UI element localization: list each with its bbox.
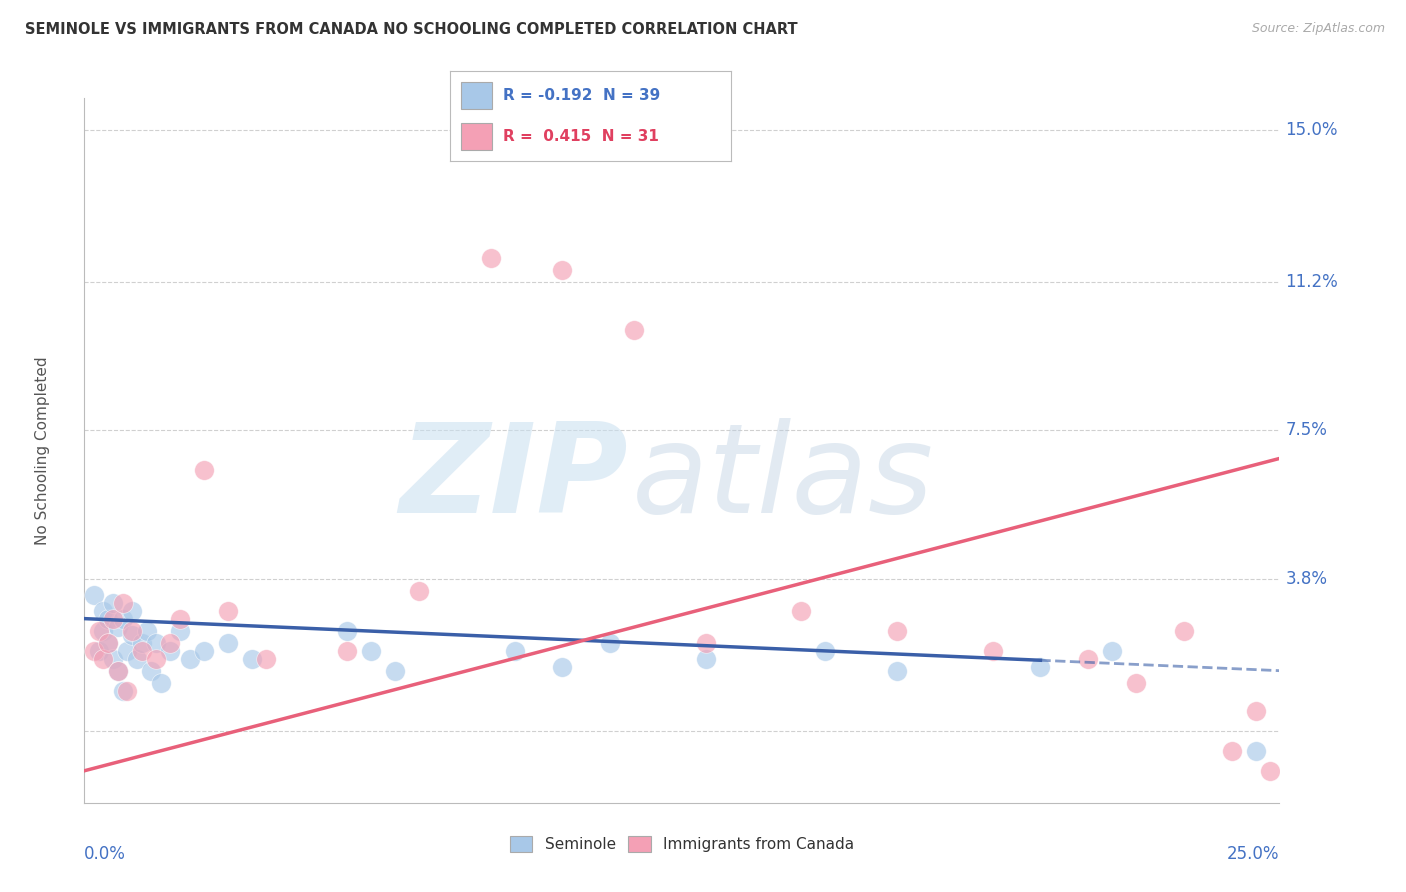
Point	[111, 612, 134, 626]
Point	[101, 612, 124, 626]
Point	[1244, 704, 1267, 718]
Text: 25.0%: 25.0%	[1227, 845, 1279, 863]
Point	[479, 252, 502, 266]
Point	[886, 624, 908, 638]
Point	[336, 643, 359, 657]
Text: R = -0.192  N = 39: R = -0.192 N = 39	[503, 88, 661, 103]
Point	[360, 643, 382, 657]
Point	[145, 651, 167, 665]
Point	[886, 664, 908, 678]
Point	[159, 635, 181, 649]
Text: atlas: atlas	[631, 418, 934, 539]
Point	[193, 643, 215, 657]
Point	[93, 604, 115, 618]
Point	[240, 651, 263, 665]
Text: R =  0.415  N = 31: R = 0.415 N = 31	[503, 129, 659, 144]
Text: SEMINOLE VS IMMIGRANTS FROM CANADA NO SCHOOLING COMPLETED CORRELATION CHART: SEMINOLE VS IMMIGRANTS FROM CANADA NO SC…	[25, 22, 799, 37]
Point	[623, 323, 645, 337]
Point	[1077, 651, 1099, 665]
Point	[217, 604, 239, 618]
Point	[503, 643, 526, 657]
Point	[981, 643, 1004, 657]
Point	[83, 643, 105, 657]
Point	[141, 664, 163, 678]
Text: 7.5%: 7.5%	[1285, 421, 1327, 440]
Point	[145, 635, 167, 649]
Bar	[461, 82, 492, 109]
Point	[101, 596, 124, 610]
Point	[97, 635, 120, 649]
Point	[101, 651, 124, 665]
Point	[1173, 624, 1195, 638]
Point	[97, 612, 120, 626]
Point	[254, 651, 277, 665]
Point	[117, 683, 139, 698]
Text: 15.0%: 15.0%	[1285, 121, 1339, 139]
Point	[1125, 675, 1147, 690]
Point	[1220, 744, 1243, 758]
Point	[551, 263, 574, 277]
Point	[121, 624, 143, 638]
Point	[1244, 744, 1267, 758]
Point	[1258, 764, 1281, 778]
Point	[814, 643, 837, 657]
Point	[1101, 643, 1123, 657]
Point	[1029, 659, 1052, 673]
Point	[125, 651, 148, 665]
Point	[117, 643, 139, 657]
Point	[107, 664, 129, 678]
Text: ZIP: ZIP	[399, 418, 628, 539]
Point	[107, 664, 129, 678]
Point	[790, 604, 813, 618]
Text: 11.2%: 11.2%	[1285, 273, 1339, 292]
Point	[695, 651, 717, 665]
Text: No Schooling Completed: No Schooling Completed	[35, 356, 51, 545]
Point	[135, 624, 157, 638]
Point	[87, 624, 110, 638]
Point	[169, 612, 191, 626]
Point	[83, 588, 105, 602]
Point	[179, 651, 201, 665]
Point	[97, 635, 120, 649]
Text: Source: ZipAtlas.com: Source: ZipAtlas.com	[1251, 22, 1385, 36]
Point	[384, 664, 406, 678]
Point	[93, 651, 115, 665]
Point	[111, 683, 134, 698]
Point	[121, 604, 143, 618]
Point	[551, 659, 574, 673]
Point	[599, 635, 621, 649]
Point	[695, 635, 717, 649]
Point	[217, 635, 239, 649]
Point	[131, 635, 153, 649]
Point	[408, 583, 430, 598]
Point	[93, 624, 115, 638]
Point	[87, 643, 110, 657]
Point	[159, 643, 181, 657]
Text: 0.0%: 0.0%	[84, 845, 127, 863]
Point	[336, 624, 359, 638]
Bar	[461, 123, 492, 150]
Point	[107, 619, 129, 633]
Text: 3.8%: 3.8%	[1285, 570, 1327, 588]
Point	[149, 675, 172, 690]
Point	[121, 627, 143, 641]
Point	[111, 596, 134, 610]
Point	[169, 624, 191, 638]
Legend: Seminole, Immigrants from Canada: Seminole, Immigrants from Canada	[503, 830, 860, 859]
Point	[131, 643, 153, 657]
Point	[193, 463, 215, 477]
